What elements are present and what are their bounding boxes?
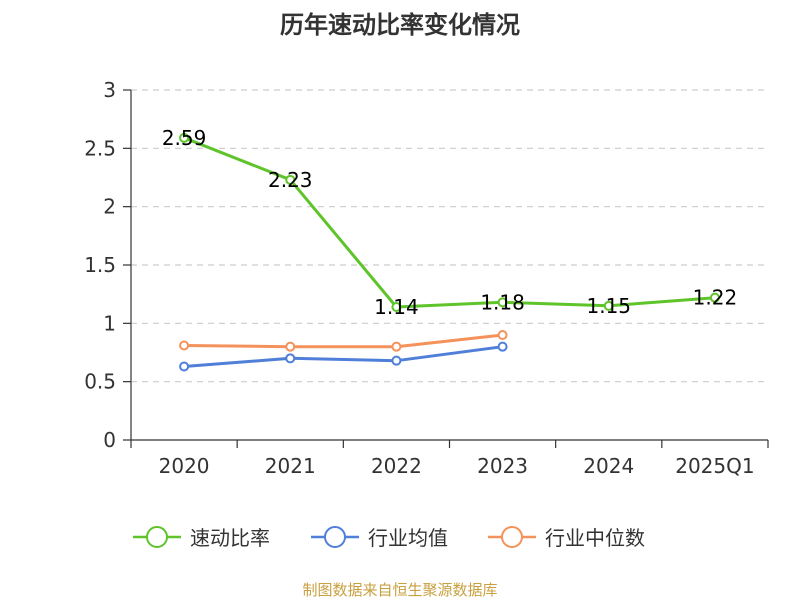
legend-item[interactable]: 速动比率 [133,526,270,550]
data-point[interactable] [179,361,190,372]
data-label: 2.59 [162,126,207,150]
chart-title: 历年速动比率变化情况 [280,11,520,39]
x-tick-label: 2025Q1 [675,454,754,478]
source-note: 制图数据来自恒生聚源数据库 [302,581,497,599]
legend-marker [146,526,168,548]
legend-marker [501,526,523,548]
y-tick-label: 3 [103,78,116,102]
series-line [184,333,503,349]
grid [131,89,768,383]
y-tick-label: 2.5 [84,136,116,160]
data-label: 1.18 [480,290,525,314]
x-tick-label: 2021 [265,454,316,478]
legend-item[interactable]: 行业中位数 [488,526,645,550]
data-point[interactable] [709,292,720,303]
data-point[interactable] [497,330,508,340]
legend-label: 速动比率 [190,526,270,550]
y-tick-label: 0.5 [84,370,116,394]
data-point[interactable] [391,355,402,366]
series-line [183,136,716,309]
y-tick-label: 0 [103,428,116,452]
axes: 0 0.5 1 1.5 2 2.5 3 2020 2021 2022 2023 2024 2025Q1 [84,78,769,478]
y-tick-label: 2 [103,195,116,219]
series-line [183,345,503,368]
data-point[interactable] [285,174,296,185]
data-labels: 2.59 2.23 1.14 1.18 1.15 1.22 [162,126,737,319]
x-tick-label: 2023 [477,454,528,478]
data-point[interactable] [179,132,190,143]
data-point[interactable] [179,340,190,351]
data-point[interactable] [497,297,508,308]
data-label: 1.15 [586,294,631,318]
data-point[interactable] [497,341,508,352]
legend-label: 行业中位数 [545,526,645,550]
data-point[interactable] [603,300,614,311]
data-point[interactable] [391,341,402,352]
data-label: 1.22 [693,286,738,310]
data-label: 1.14 [374,295,419,319]
x-tick-label: 2024 [583,454,634,478]
y-tick-label: 1.5 [84,253,116,277]
data-point[interactable] [285,353,296,364]
data-point[interactable] [391,302,402,312]
x-tick-label: 2022 [371,454,422,478]
data-label: 2.23 [268,168,313,192]
x-tick-label: 2020 [159,454,210,478]
legend-label: 行业均值 [368,526,448,550]
y-tick-label: 1 [103,311,116,335]
legend-item[interactable]: 行业均值 [311,526,448,550]
data-point[interactable] [285,341,296,352]
series-layer [179,132,720,372]
legend-marker [324,526,346,548]
legend: 速动比率 行业均值 行业中位数 [133,526,645,550]
